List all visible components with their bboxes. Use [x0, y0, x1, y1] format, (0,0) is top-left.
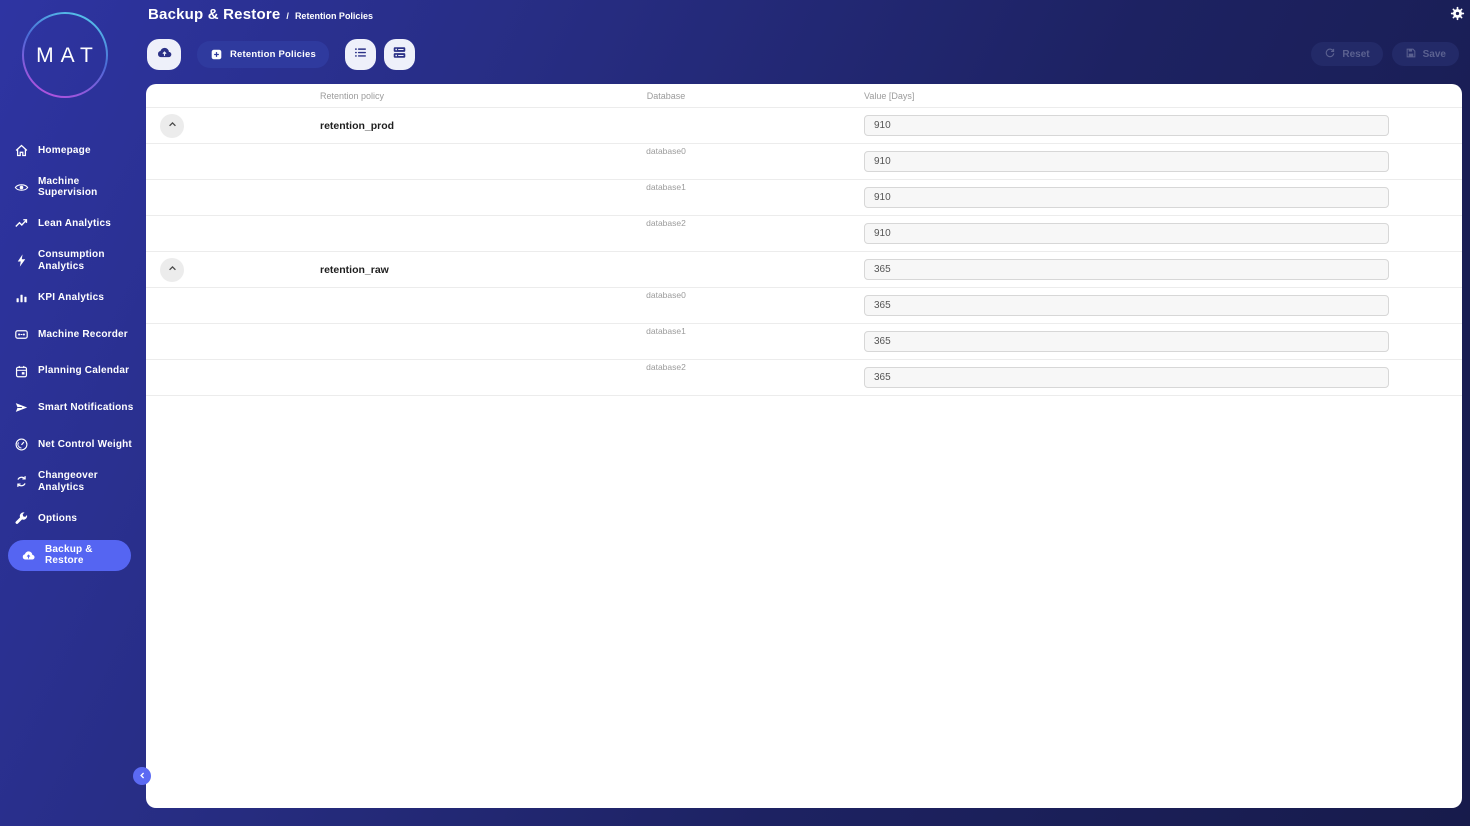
backup-upload-button[interactable]	[147, 38, 181, 70]
sidebar-item-lean-analytics[interactable]: Lean Analytics	[0, 206, 146, 243]
sidebar-item-planning-calendar[interactable]: Planning Calendar	[0, 353, 146, 390]
gear-icon	[1450, 6, 1465, 24]
sidebar-collapse-button[interactable]	[133, 767, 151, 785]
policy-name: retention_raw	[320, 263, 389, 276]
plus-square-icon	[210, 48, 223, 61]
sidebar-item-machine-recorder[interactable]: Machine Recorder	[0, 316, 146, 353]
settings-gear-button[interactable]	[1448, 6, 1466, 24]
reset-button-label: Reset	[1342, 48, 1370, 60]
database-row: database2	[146, 216, 1462, 252]
list-lines-icon	[352, 44, 369, 64]
database-name: database1	[646, 182, 686, 192]
list-view-button[interactable]	[344, 38, 376, 70]
database-name: database1	[646, 326, 686, 336]
database-name: database0	[646, 290, 686, 300]
database-name: database2	[646, 218, 686, 228]
database-value-input[interactable]	[864, 223, 1389, 244]
retention-policies-tab[interactable]: Retention Policies	[197, 40, 329, 68]
sidebar-item-homepage[interactable]: Homepage	[0, 132, 146, 169]
reset-icon	[1324, 47, 1336, 62]
sidebar-item-kpi-analytics[interactable]: KPI Analytics	[0, 279, 146, 316]
database-name: database2	[646, 362, 686, 372]
sidebar-item-label: Homepage	[38, 144, 91, 156]
database-value-input[interactable]	[864, 151, 1389, 172]
sidebar-item-label: KPI Analytics	[38, 291, 105, 303]
content-card: Retention policy Database Value [Days] r…	[146, 84, 1462, 808]
collapse-group-button[interactable]	[160, 257, 184, 282]
sidebar-item-backup-restore[interactable]: Backup & Restore	[0, 537, 146, 574]
sidebar-item-label: Planning Calendar	[38, 365, 130, 377]
database-row: database1	[146, 180, 1462, 216]
mat-logo: MAT	[20, 10, 110, 105]
database-value-input[interactable]	[864, 187, 1389, 208]
save-button-label: Save	[1422, 48, 1446, 60]
sidebar-item-machine-supervision[interactable]: Machine Supervision	[0, 169, 146, 206]
database-value-input[interactable]	[864, 331, 1389, 352]
toolbar: Retention Policies Reset Save	[146, 38, 1462, 70]
database-value-input[interactable]	[864, 295, 1389, 316]
policy-value-input[interactable]	[864, 259, 1389, 280]
sidebar-item-label: Changeover Analytics	[38, 470, 98, 493]
reset-button[interactable]: Reset	[1311, 42, 1383, 66]
column-header-retention-policy: Retention policy	[320, 90, 385, 101]
home-icon	[14, 143, 29, 158]
calendar-icon	[14, 364, 29, 379]
sidebar-item-label: Lean Analytics	[38, 218, 112, 230]
cloud-upload-icon	[156, 44, 173, 64]
eye-icon	[14, 180, 29, 195]
chevron-up-icon	[166, 118, 179, 134]
collapse-group-button[interactable]	[160, 113, 184, 138]
column-header-database: Database	[646, 90, 686, 101]
database-value-input[interactable]	[864, 367, 1389, 388]
bolt-icon	[14, 253, 29, 268]
send-icon	[14, 400, 29, 415]
changeover-icon	[14, 474, 29, 489]
policy-value-input[interactable]	[864, 115, 1389, 136]
sidebar-item-smart-notifications[interactable]: Smart Notifications	[0, 390, 146, 427]
sidebar-item-label: Machine Recorder	[38, 328, 128, 340]
table-body: retention_prod database0 database1 datab…	[146, 108, 1462, 396]
cloud-icon	[21, 548, 36, 563]
policy-name: retention_prod	[320, 119, 395, 132]
chevron-up-icon	[166, 262, 179, 278]
recorder-icon	[14, 327, 29, 342]
rows-view-button[interactable]	[383, 38, 415, 70]
bars-icon	[14, 290, 29, 305]
table-header-row: Retention policy Database Value [Days]	[146, 84, 1462, 108]
sidebar: MAT Homepage Machine Supervision Lean An…	[0, 0, 146, 826]
retention-policies-tab-label: Retention Policies	[230, 48, 316, 60]
database-row: database0	[146, 144, 1462, 180]
sidebar-item-consumption-analytics[interactable]: Consumption Analytics	[0, 242, 146, 279]
sidebar-item-label: Options	[38, 512, 78, 524]
policy-group-row: retention_prod	[146, 108, 1462, 144]
database-name: database0	[646, 146, 686, 156]
sidebar-item-label: Consumption Analytics	[38, 249, 105, 272]
list-rows-icon	[391, 44, 408, 64]
logo-text: MAT	[36, 44, 100, 67]
wrench-icon	[14, 511, 29, 526]
chevron-left-icon	[137, 769, 148, 784]
sidebar-item-changeover-analytics[interactable]: Changeover Analytics	[0, 463, 146, 500]
sidebar-item-net-control-weight[interactable]: Net Control Weight	[0, 426, 146, 463]
trend-icon	[14, 216, 29, 231]
weight-icon	[14, 437, 29, 452]
database-row: database0	[146, 288, 1462, 324]
policy-group-row: retention_raw	[146, 252, 1462, 288]
breadcrumb: Retention Policies	[294, 11, 373, 21]
sidebar-item-label: Net Control Weight	[38, 439, 132, 451]
save-button[interactable]: Save	[1391, 42, 1459, 66]
page-title: Backup & Restore	[148, 6, 281, 23]
sidebar-item-options[interactable]: Options	[0, 500, 146, 537]
database-row: database2	[146, 360, 1462, 396]
database-row: database1	[146, 324, 1462, 360]
sidebar-item-label: Smart Notifications	[38, 402, 134, 414]
sidebar-nav: Homepage Machine Supervision Lean Analyt…	[0, 132, 146, 574]
breadcrumb-separator: /	[286, 11, 289, 21]
page-header: Backup & Restore / Retention Policies	[148, 6, 373, 23]
save-icon	[1405, 47, 1417, 62]
sidebar-item-label: Backup & Restore	[45, 543, 93, 567]
column-header-value-days: Value [Days]	[864, 90, 915, 101]
sidebar-item-label: Machine Supervision	[38, 175, 98, 199]
